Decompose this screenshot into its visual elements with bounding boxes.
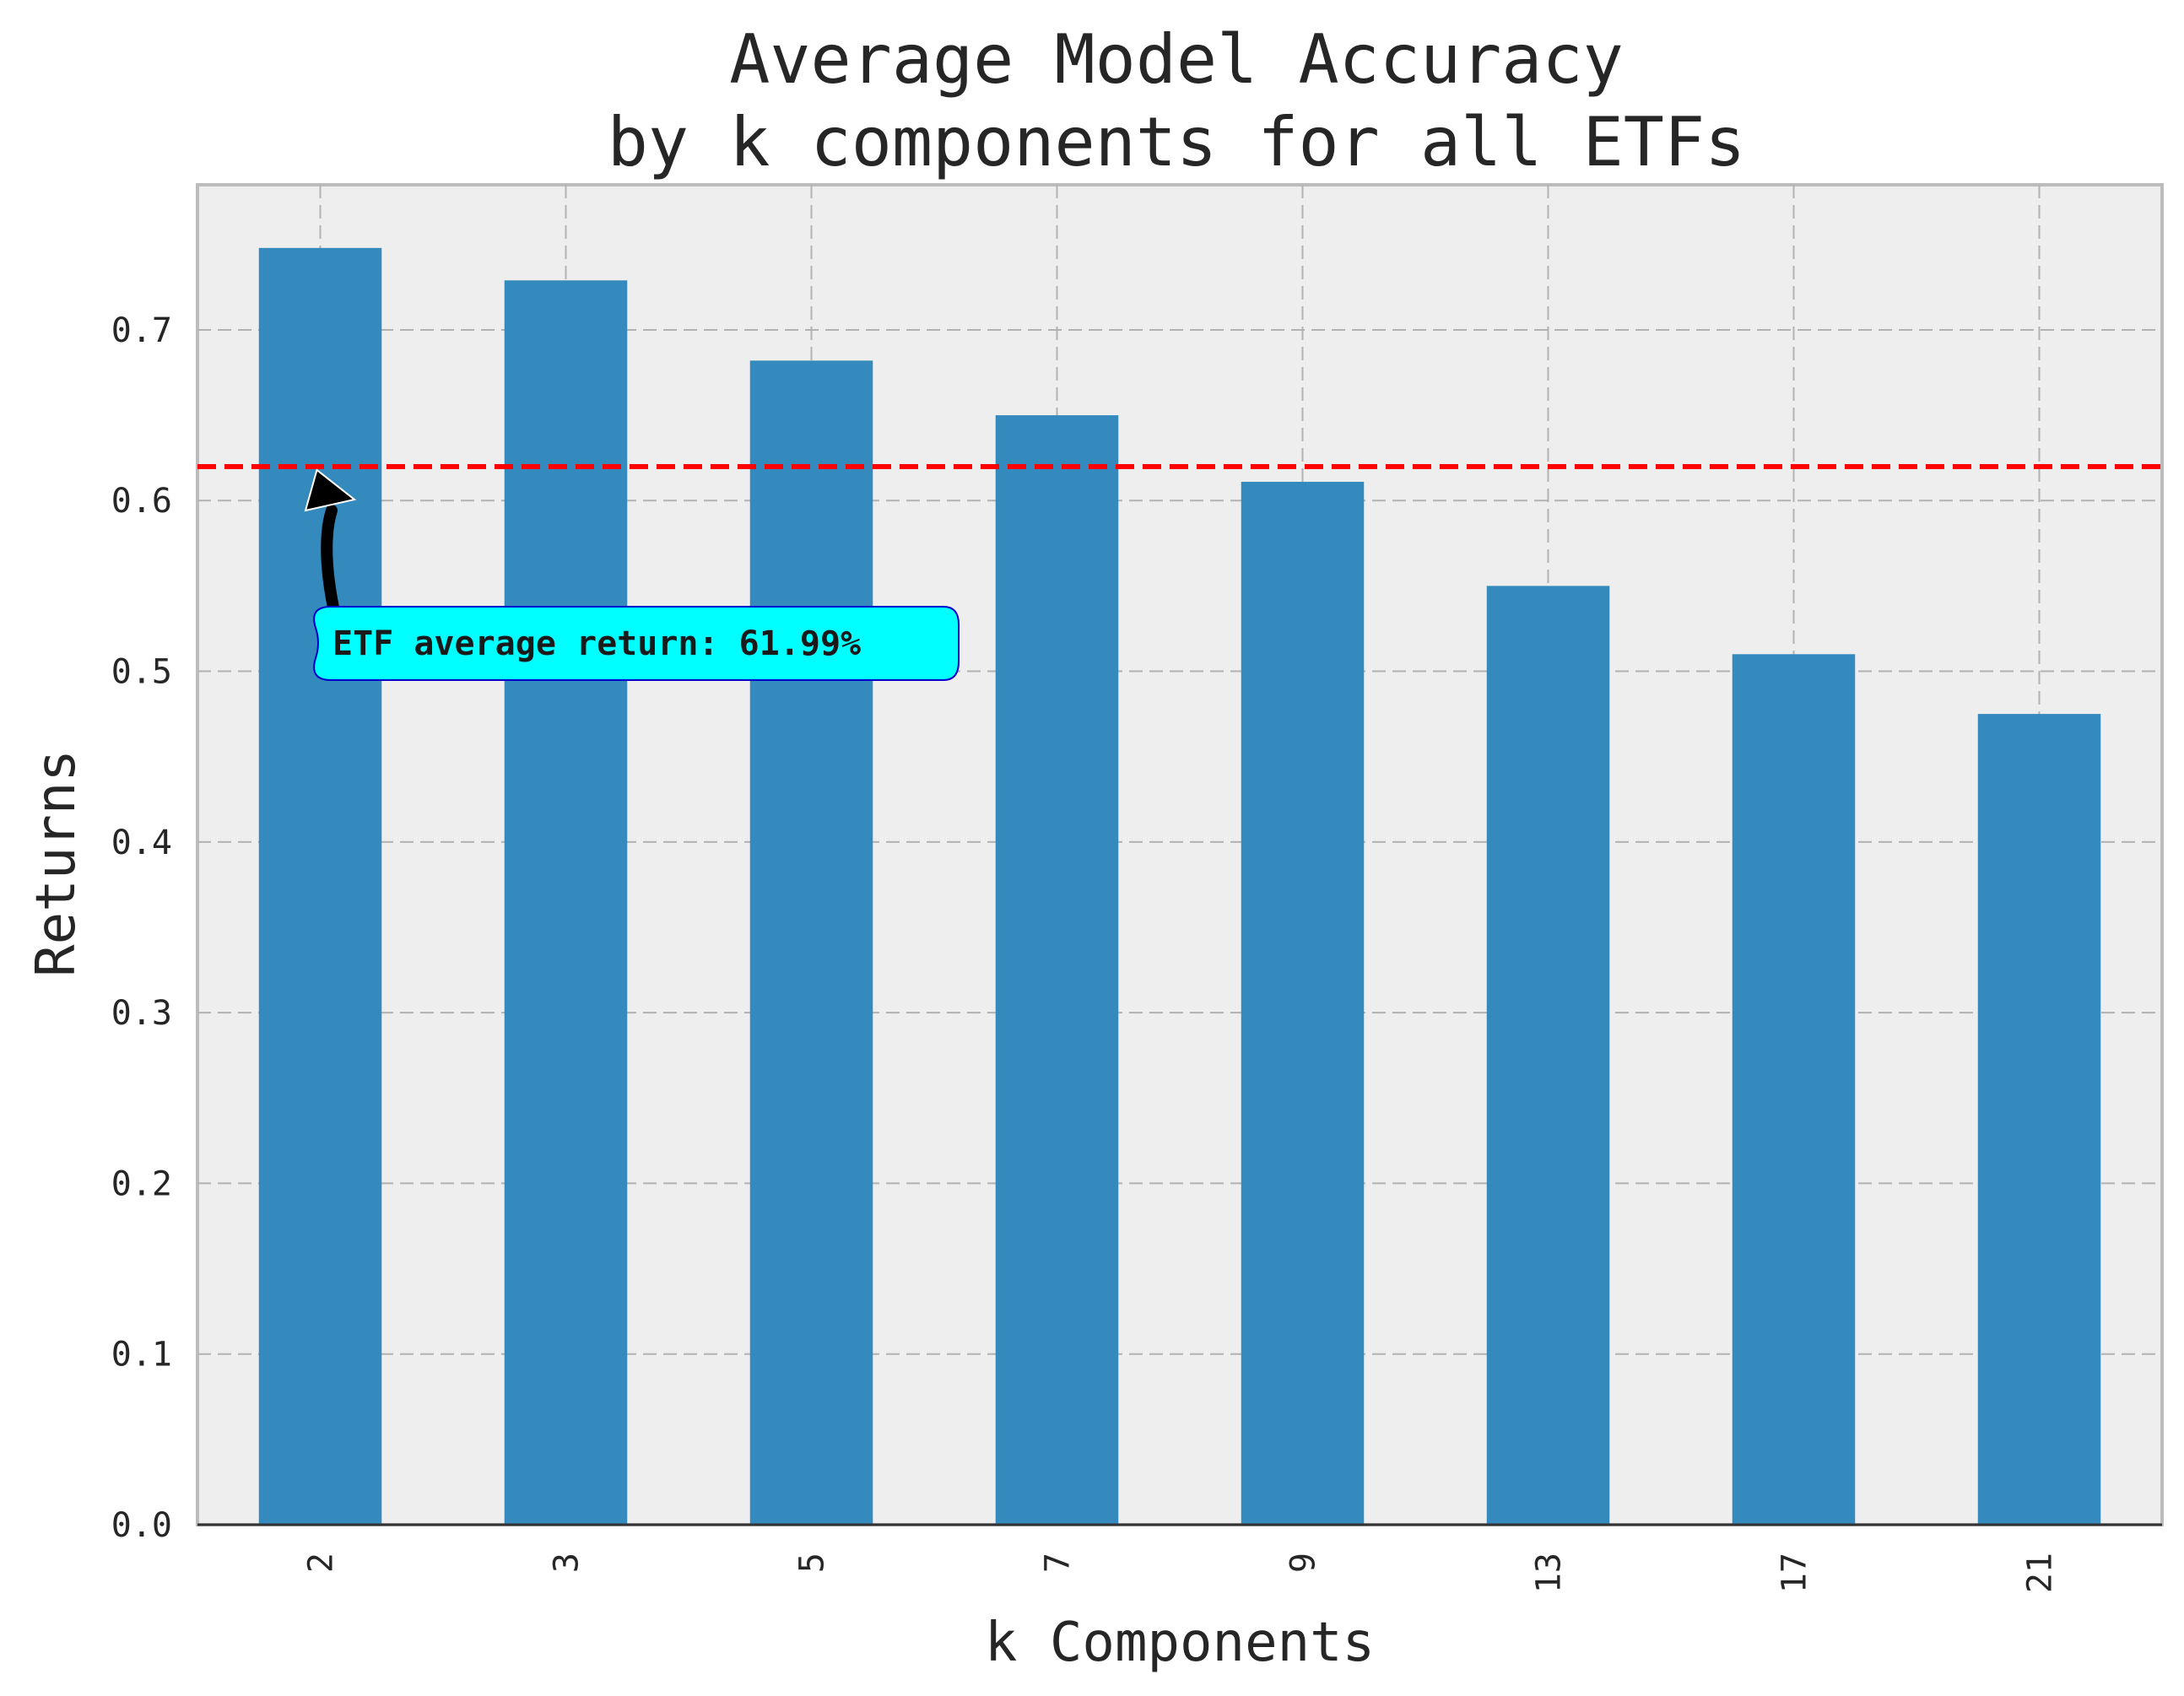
bar-13 — [1486, 586, 1610, 1525]
annotation-box — [313, 606, 960, 681]
y-tick-label: 0.7 — [111, 311, 172, 350]
bars — [258, 247, 2101, 1526]
bar-5 — [749, 360, 873, 1525]
annotation-text: ETF average return: 61.99% — [332, 624, 861, 663]
x-tick-label: 13 — [1530, 1553, 1569, 1593]
y-tick-labels: 0.0 0.1 0.2 0.3 0.4 0.5 0.6 0.7 — [111, 311, 172, 1545]
bar-9 — [1241, 481, 1365, 1526]
y-tick-label: 0.3 — [111, 994, 172, 1033]
bar-7 — [995, 415, 1119, 1525]
y-tick-label: 0.0 — [111, 1506, 172, 1545]
y-tick-label: 0.5 — [111, 653, 172, 692]
bar-17 — [1732, 654, 1856, 1526]
y-axis-label: Returns — [25, 749, 88, 977]
bar-2 — [258, 247, 382, 1526]
bar-21 — [1977, 714, 2101, 1525]
bar-3 — [504, 280, 628, 1526]
x-tick-label: 5 — [793, 1553, 832, 1573]
x-axis-label: k Components — [985, 1612, 1375, 1674]
x-tick-label: 2 — [302, 1553, 341, 1573]
y-tick-label: 0.6 — [111, 482, 172, 521]
x-tick-label: 7 — [1039, 1553, 1078, 1573]
x-tick-labels: 2 3 5 7 9 13 17 21 — [302, 1553, 2060, 1593]
y-tick-label: 0.1 — [111, 1336, 172, 1375]
plot-area — [196, 183, 2164, 1526]
x-tick-label: 17 — [1776, 1553, 1814, 1593]
x-tick-label: 21 — [2021, 1553, 2060, 1593]
chart-title-line-1: Average Model Accuracy — [729, 20, 1624, 99]
chart-title-line-2: by k components for all ETFs — [608, 103, 1746, 181]
annotation: ETF average return: 61.99% — [304, 468, 960, 681]
y-tick-label: 0.4 — [111, 824, 172, 862]
annotation-arrow-head — [304, 468, 357, 512]
y-tick-label: 0.2 — [111, 1164, 172, 1203]
x-tick-label: 3 — [548, 1553, 587, 1573]
x-tick-label: 9 — [1284, 1553, 1323, 1573]
annotation-arrow-shaft — [321, 505, 339, 613]
